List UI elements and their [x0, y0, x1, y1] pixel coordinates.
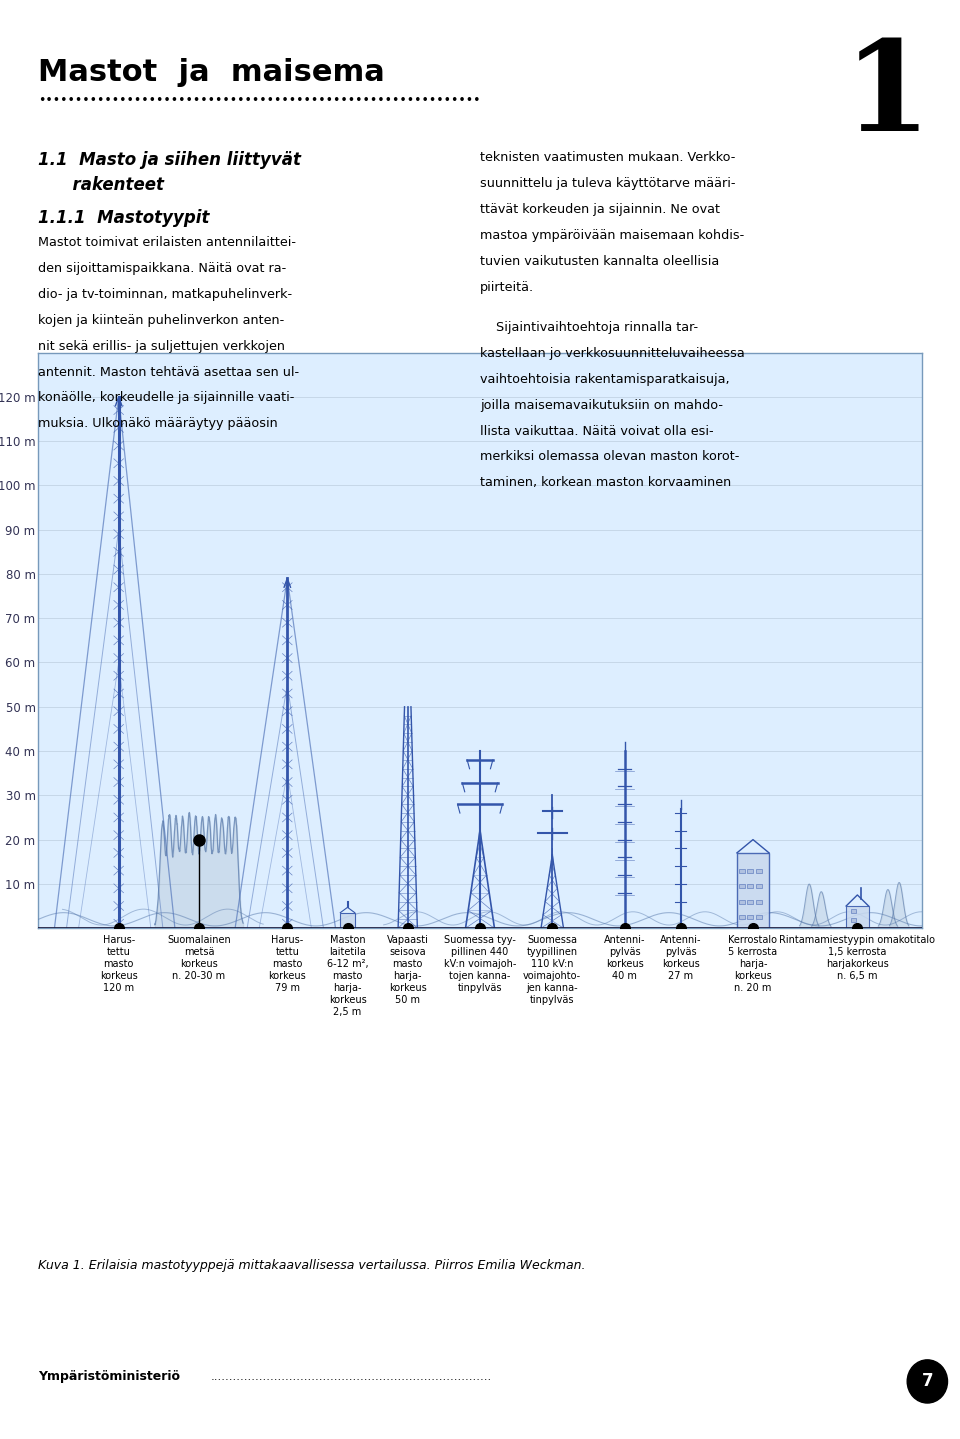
Text: vaihtoehtoisia rakentamisparatkaisuja,: vaihtoehtoisia rakentamisparatkaisuja, — [480, 373, 730, 386]
Text: 1.1.1  Mastotyypit: 1.1.1 Mastotyypit — [38, 209, 210, 227]
Text: suunnittelu ja tuleva käyttötarve määri-: suunnittelu ja tuleva käyttötarve määri- — [480, 177, 735, 190]
Text: 1: 1 — [844, 36, 931, 157]
Text: Kuva 1. Erilaisia mastotyyppejä mittakaavallisessa vertailussa. Piirros Emilia W: Kuva 1. Erilaisia mastotyyppejä mittakaa… — [38, 1259, 586, 1272]
Bar — [756, 915, 762, 920]
Text: Mastot toimivat erilaisten antennilaittei-: Mastot toimivat erilaisten antennilaitte… — [38, 236, 297, 249]
Bar — [851, 918, 855, 921]
Text: dio- ja tv-toiminnan, matkapuhelinverk-: dio- ja tv-toiminnan, matkapuhelinverk- — [38, 288, 293, 301]
Text: antennit. Maston tehtävä asettaa sen ul-: antennit. Maston tehtävä asettaa sen ul- — [38, 366, 300, 378]
Text: kastellaan jo verkkosuunnitteluvaiheessa: kastellaan jo verkkosuunnitteluvaiheessa — [480, 347, 745, 360]
Text: ...........................................................................: ........................................… — [211, 1370, 492, 1383]
Bar — [739, 869, 745, 873]
Text: rakenteet: rakenteet — [38, 176, 164, 194]
Text: konäölle, korkeudelle ja sijainnille vaati-: konäölle, korkeudelle ja sijainnille vaa… — [38, 391, 295, 404]
Text: Suomalainen
metsä
korkeus
n. 20-30 m: Suomalainen metsä korkeus n. 20-30 m — [167, 935, 230, 981]
Text: Harus-
tettu
masto
korkeus
120 m: Harus- tettu masto korkeus 120 m — [100, 935, 137, 993]
Text: merkiksi olemassa olevan maston korot-: merkiksi olemassa olevan maston korot- — [480, 450, 739, 463]
Text: ttävät korkeuden ja sijainnin. Ne ovat: ttävät korkeuden ja sijainnin. Ne ovat — [480, 203, 720, 216]
Bar — [340, 912, 355, 928]
Bar — [846, 907, 869, 928]
Text: mastoa ympäröivään maisemaan kohdis-: mastoa ympäröivään maisemaan kohdis- — [480, 229, 744, 242]
Text: piirteitä.: piirteitä. — [480, 281, 534, 294]
Text: tuvien vaikutusten kannalta oleellisia: tuvien vaikutusten kannalta oleellisia — [480, 255, 719, 268]
Text: Rintamamiestyypin omakotitalo
1,5 kerrosta
harjakorkeus
n. 6,5 m: Rintamamiestyypin omakotitalo 1,5 kerros… — [780, 935, 935, 981]
Text: Maston
laitetila
6-12 m²,
masto
harja-
korkeus
2,5 m: Maston laitetila 6-12 m², masto harja- k… — [326, 935, 369, 1017]
Text: nit sekä erillis- ja suljettujen verkkojen: nit sekä erillis- ja suljettujen verkkoj… — [38, 340, 285, 353]
Text: taminen, korkean maston korvaaminen: taminen, korkean maston korvaaminen — [480, 476, 732, 489]
Bar — [756, 899, 762, 904]
Bar — [756, 869, 762, 873]
Circle shape — [907, 1360, 948, 1403]
Bar — [851, 909, 855, 912]
Text: teknisten vaatimusten mukaan. Verkko-: teknisten vaatimusten mukaan. Verkko- — [480, 151, 735, 164]
Text: 1.1  Masto ja siihen liittyvät: 1.1 Masto ja siihen liittyvät — [38, 151, 301, 170]
Text: Mastot  ja  maisema: Mastot ja maisema — [38, 58, 385, 86]
Bar — [739, 915, 745, 920]
Text: Kerrostalo
5 kerrosta
harja-
korkeus
n. 20 m: Kerrostalo 5 kerrosta harja- korkeus n. … — [729, 935, 778, 993]
Text: Ympäristöministeriö: Ympäristöministeriö — [38, 1370, 180, 1383]
Bar — [748, 899, 753, 904]
Text: llista vaikuttaa. Näitä voivat olla esi-: llista vaikuttaa. Näitä voivat olla esi- — [480, 425, 713, 437]
Text: Vapaasti
seisova
masto
harja-
korkeus
50 m: Vapaasti seisova masto harja- korkeus 50… — [387, 935, 429, 1006]
Bar — [739, 884, 745, 888]
Text: Harus-
tettu
masto
korkeus
79 m: Harus- tettu masto korkeus 79 m — [269, 935, 306, 993]
Text: kojen ja kiinteän puhelinverkon anten-: kojen ja kiinteän puhelinverkon anten- — [38, 314, 285, 327]
Text: ••••••••••••••••••••••••••••••••••••••••••••••••••••••••••••: ••••••••••••••••••••••••••••••••••••••••… — [38, 94, 481, 106]
Text: Sijaintivaihtoehtoja rinnalla tar-: Sijaintivaihtoehtoja rinnalla tar- — [480, 321, 698, 334]
Text: Suomessa
tyypillinen
110 kV:n
voimajohto-
jen kanna-
tinpylväs: Suomessa tyypillinen 110 kV:n voimajohto… — [523, 935, 582, 1006]
Text: Suomessa tyy-
pillinen 440
kV:n voimajoh-
tojen kanna-
tinpylväs: Suomessa tyy- pillinen 440 kV:n voimajoh… — [444, 935, 516, 993]
Text: joilla maisemavaikutuksiin on mahdo-: joilla maisemavaikutuksiin on mahdo- — [480, 399, 723, 412]
Text: Antenni-
pylväs
korkeus
27 m: Antenni- pylväs korkeus 27 m — [660, 935, 702, 981]
Bar — [748, 915, 753, 920]
Text: den sijoittamispaikkana. Näitä ovat ra-: den sijoittamispaikkana. Näitä ovat ra- — [38, 262, 287, 275]
Bar — [756, 884, 762, 888]
Bar — [739, 899, 745, 904]
Bar — [748, 884, 753, 888]
Text: muksia. Ulkonäkö määräytyy pääosin: muksia. Ulkonäkö määräytyy pääosin — [38, 417, 278, 430]
Bar — [737, 853, 769, 928]
Text: Antenni-
pylväs
korkeus
40 m: Antenni- pylväs korkeus 40 m — [604, 935, 645, 981]
Bar — [748, 869, 753, 873]
Text: 7: 7 — [922, 1373, 933, 1390]
